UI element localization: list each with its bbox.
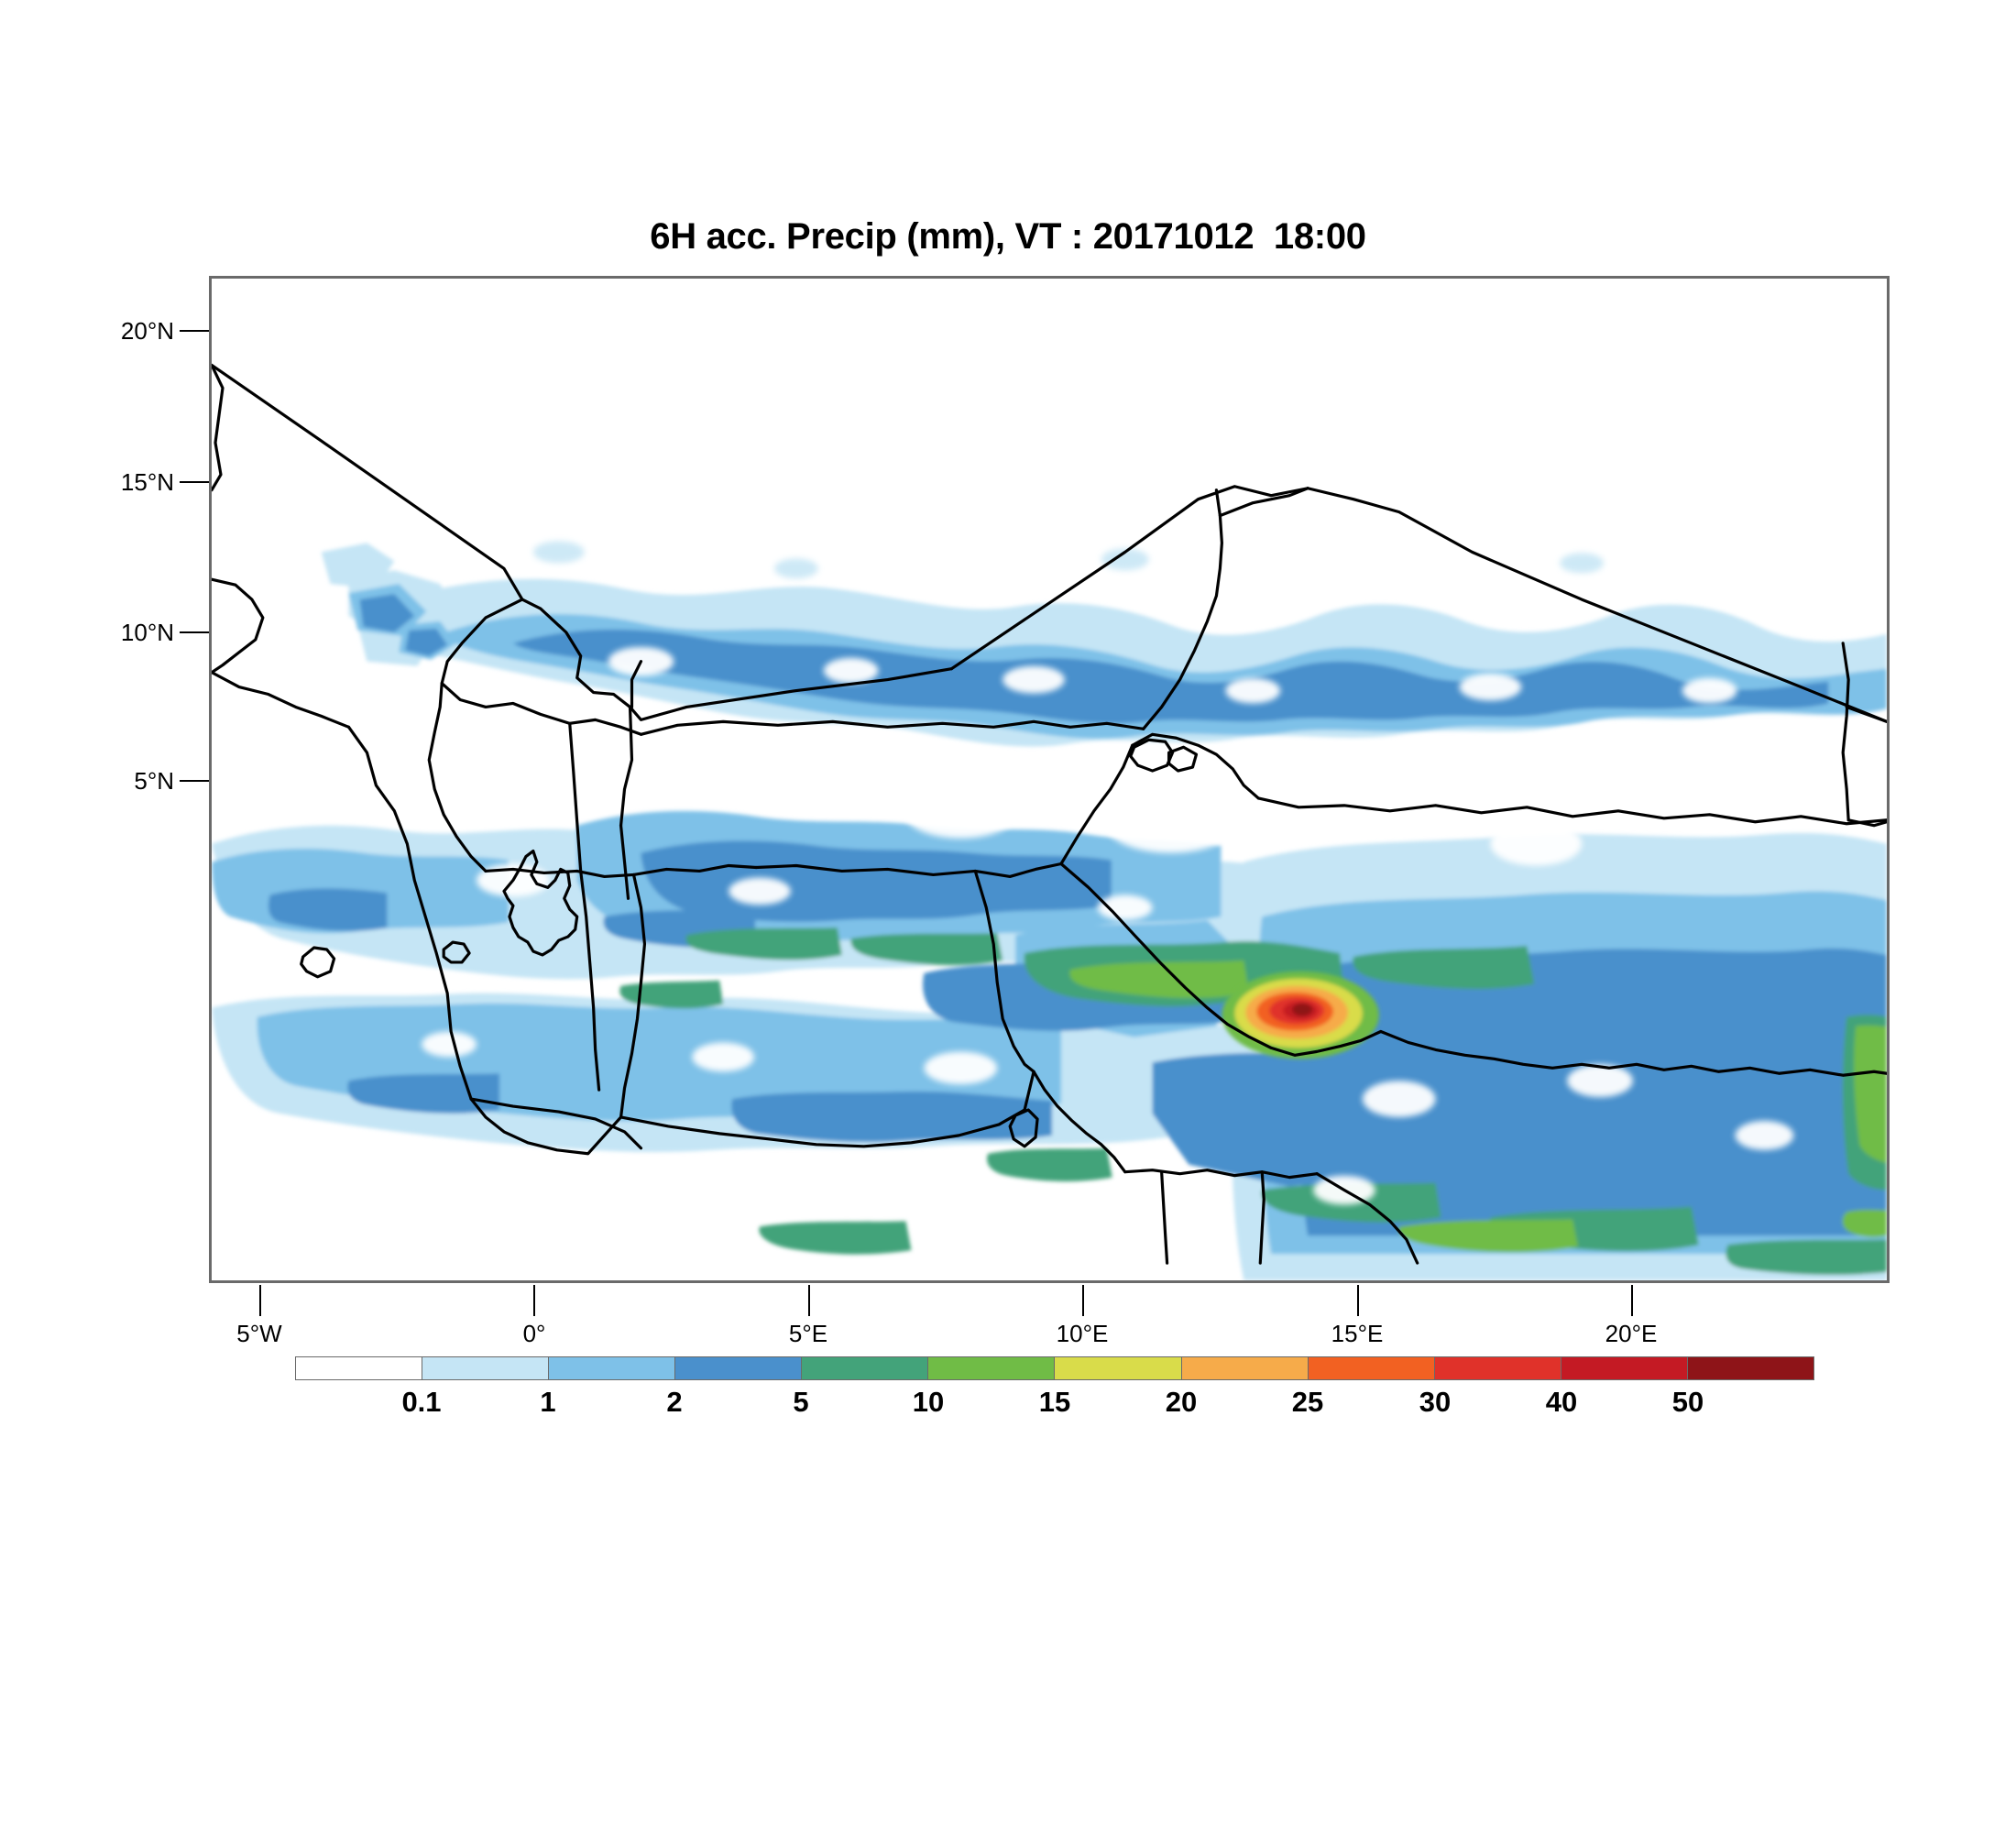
x-axis-tick-5w bbox=[259, 1285, 261, 1316]
x-axis-label-5e: 5°E bbox=[788, 1320, 828, 1347]
x-axis-label-15e: 15°E bbox=[1331, 1320, 1384, 1347]
country-borders bbox=[212, 363, 1887, 1265]
x-axis-tick-10e bbox=[1082, 1285, 1084, 1316]
colorbar-segment-8 bbox=[1307, 1357, 1434, 1379]
colorbar[interactable] bbox=[295, 1356, 1814, 1380]
colorbar-segment-7 bbox=[1180, 1357, 1308, 1379]
y-axis-label-5n: 5°N bbox=[134, 767, 174, 795]
colorbar-tick-5: 5 bbox=[793, 1386, 809, 1418]
map-plot-area[interactable] bbox=[209, 276, 1890, 1283]
colorbar-tick-50: 50 bbox=[1671, 1386, 1704, 1418]
y-axis-label-20n: 20°N bbox=[120, 317, 174, 345]
x-axis-label-20e: 20°E bbox=[1605, 1320, 1658, 1347]
x-axis-tick-20e bbox=[1631, 1285, 1633, 1316]
colorbar-tick-15: 15 bbox=[1038, 1386, 1071, 1418]
colorbar-tick-30: 30 bbox=[1419, 1386, 1452, 1418]
y-axis-tick-10n bbox=[180, 631, 211, 633]
colorbar-segment-4 bbox=[801, 1357, 928, 1379]
x-axis-label-5w: 5°W bbox=[236, 1320, 282, 1347]
x-axis-label-0: 0° bbox=[522, 1320, 546, 1347]
y-axis-tick-20n bbox=[180, 330, 211, 332]
colorbar-tick-40: 40 bbox=[1545, 1386, 1578, 1418]
y-axis-label-10n: 10°N bbox=[120, 619, 174, 646]
x-axis-tick-0 bbox=[533, 1285, 535, 1316]
colorbar-segment-11 bbox=[1686, 1357, 1813, 1379]
colorbar-segment-10 bbox=[1560, 1357, 1687, 1379]
colorbar-tick-10: 10 bbox=[912, 1386, 945, 1418]
y-axis-tick-15n bbox=[180, 481, 211, 483]
colorbar-segment-6 bbox=[1054, 1357, 1181, 1379]
colorbar-segment-5 bbox=[927, 1357, 1055, 1379]
page-title: 6H acc. Precip (mm), VT : 20171012 18:00 bbox=[650, 216, 1366, 257]
x-axis-label-10e: 10°E bbox=[1056, 1320, 1109, 1347]
colorbar-tick-25: 25 bbox=[1291, 1386, 1324, 1418]
x-axis-tick-5e bbox=[808, 1285, 810, 1316]
precip-texture bbox=[422, 541, 1794, 1213]
colorbar-segment-1 bbox=[422, 1357, 549, 1379]
colorbar-segment-3 bbox=[674, 1357, 802, 1379]
colorbar-tick-20: 20 bbox=[1165, 1386, 1198, 1418]
map-svg bbox=[212, 279, 1887, 1280]
colorbar-tick-1: 1 bbox=[540, 1386, 556, 1418]
x-axis-tick-15e bbox=[1357, 1285, 1359, 1316]
colorbar-segment-9 bbox=[1433, 1357, 1561, 1379]
y-axis-tick-5n bbox=[180, 780, 211, 782]
colorbar-tick-2: 2 bbox=[666, 1386, 683, 1418]
precip-max-core bbox=[1222, 971, 1379, 1059]
colorbar-segment-2 bbox=[548, 1357, 675, 1379]
colorbar-tick-0-1: 0.1 bbox=[401, 1386, 442, 1418]
y-axis-label-15n: 15°N bbox=[120, 468, 174, 496]
colorbar-segment-0 bbox=[296, 1357, 422, 1379]
